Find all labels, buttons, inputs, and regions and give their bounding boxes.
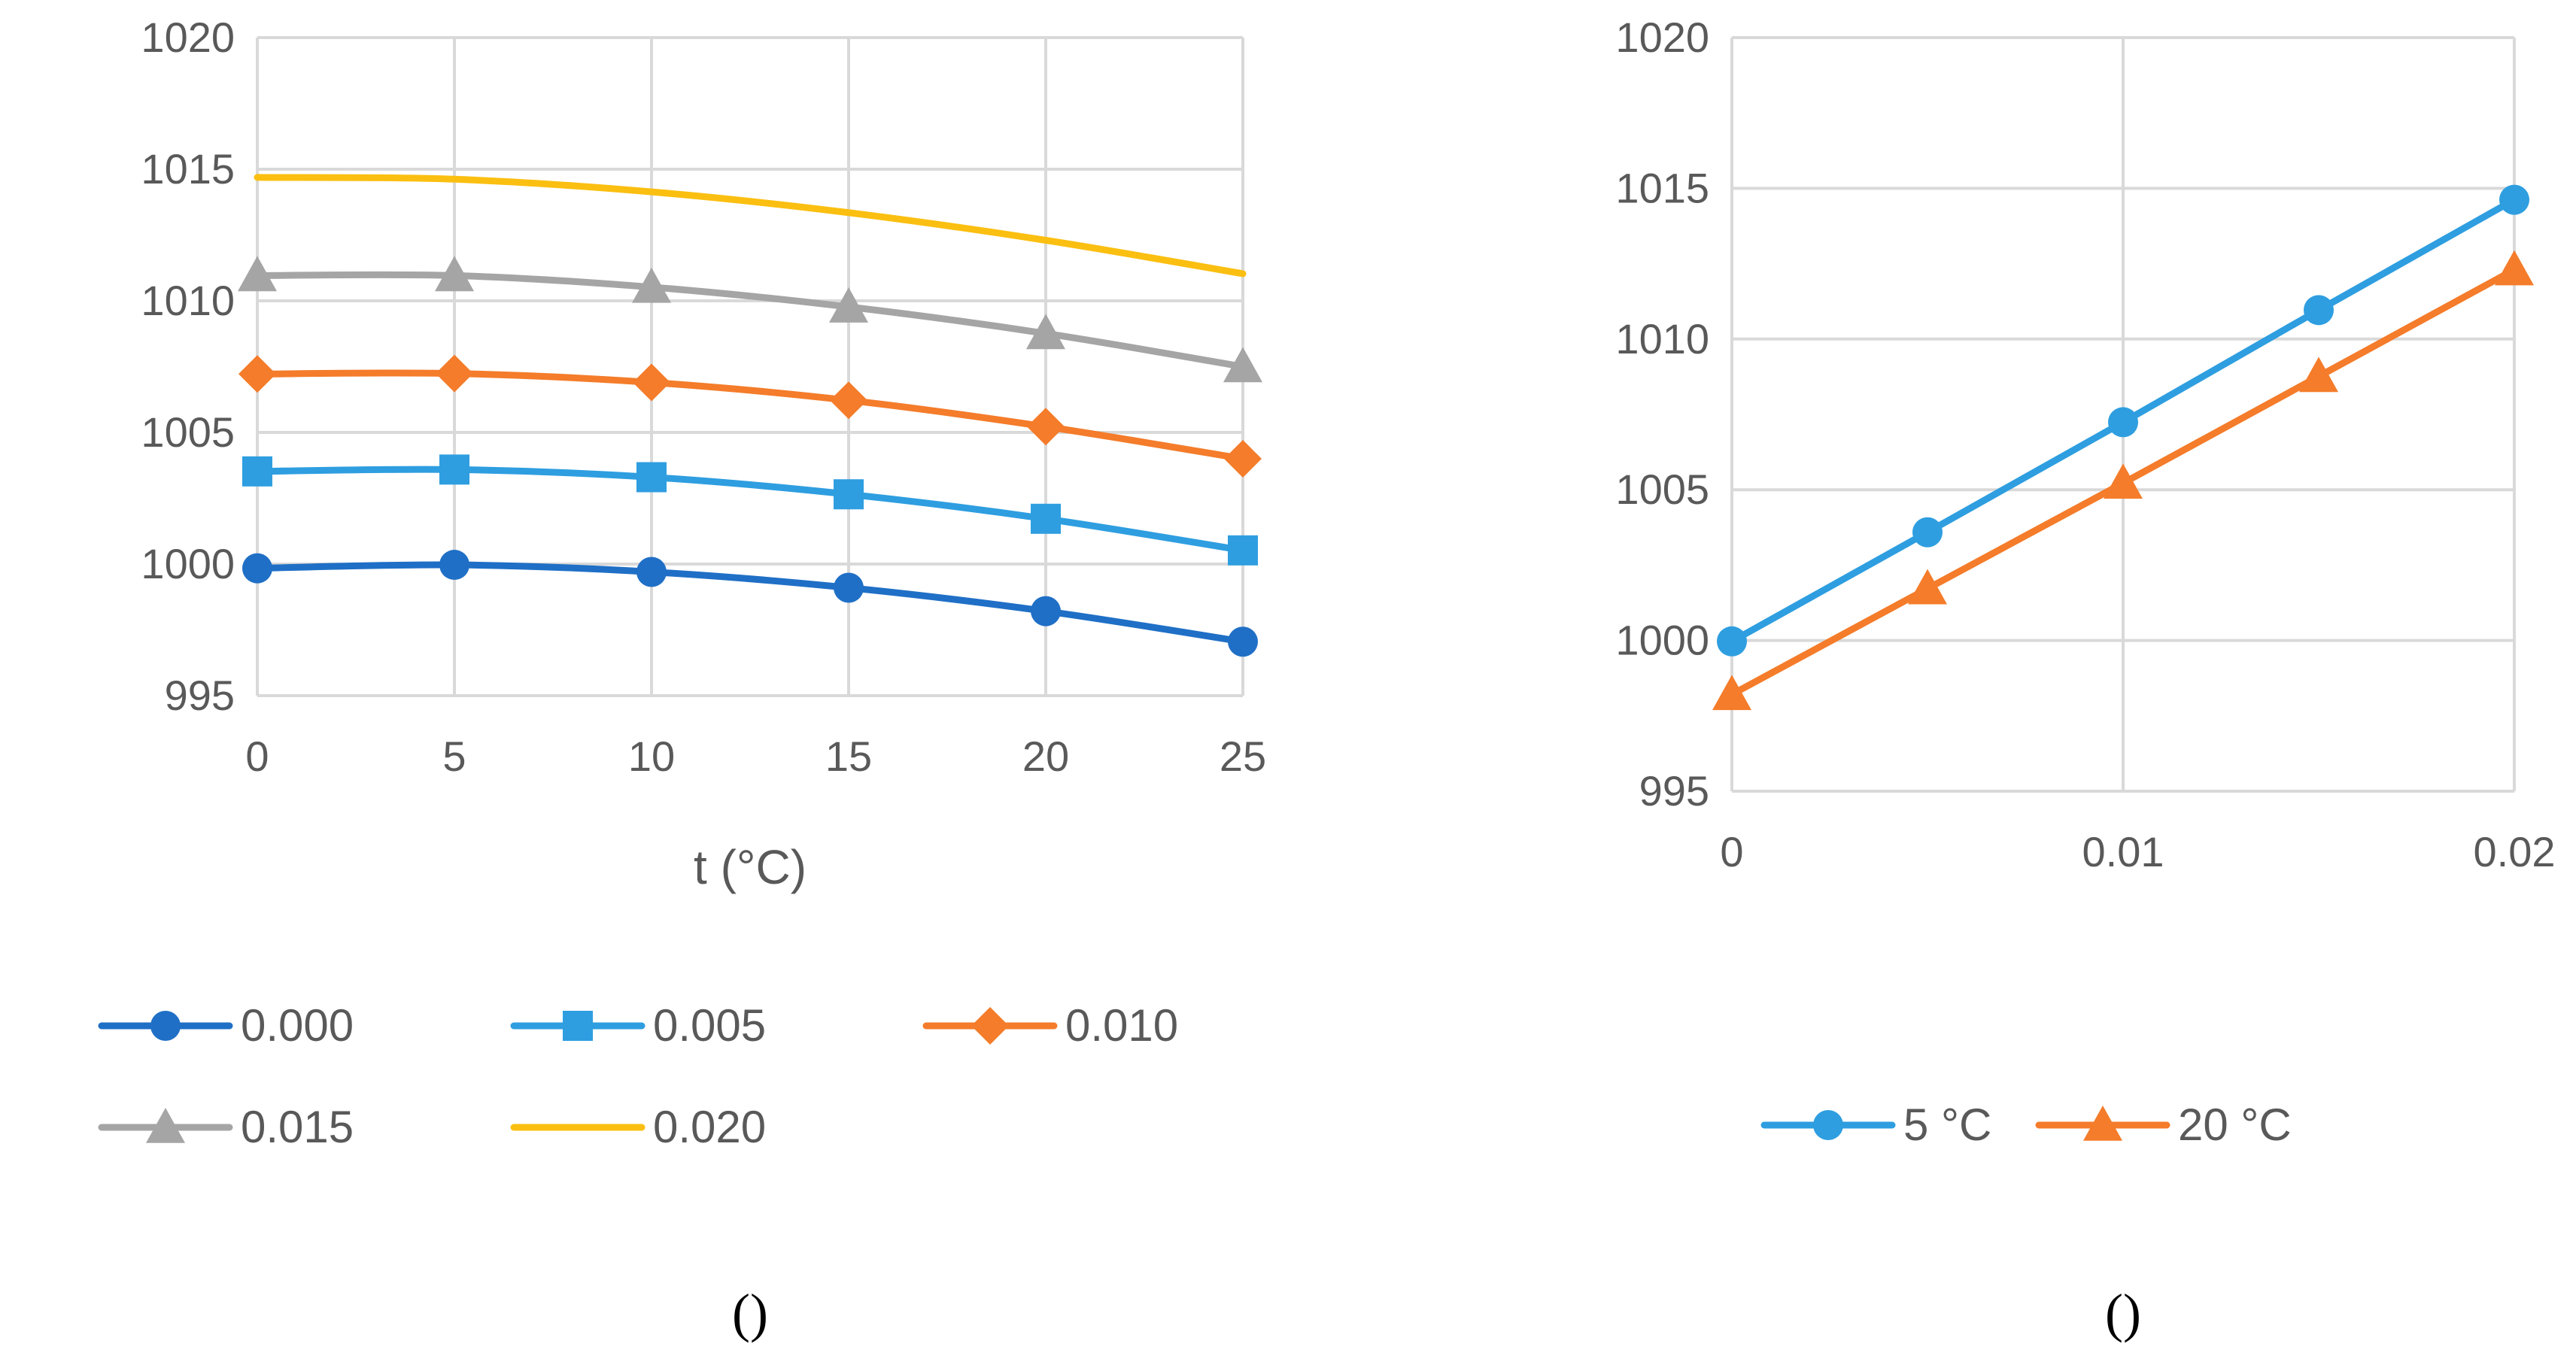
- data-point-0.010: [1224, 440, 1262, 478]
- y-tick-label: 1005: [1615, 466, 1709, 513]
- data-point-0.000: [636, 557, 667, 587]
- x-axis-title: t (°C): [694, 840, 807, 894]
- data-point-20 °C: [1908, 569, 1947, 605]
- chart-panel-b: 995 1000 1005 1010 1015 1020 0 0.01 0.02 5 °C 20 °…: [1615, 14, 2556, 1343]
- series-line-0.010: [254, 369, 1247, 463]
- legend-label-0.010: 0.010: [1065, 1000, 1178, 1051]
- legend-marker-0.000: [150, 1011, 181, 1041]
- legend-label-0.020: 0.020: [653, 1102, 766, 1152]
- data-point-0.015: [1223, 347, 1262, 383]
- data-point-20 °C: [2299, 356, 2338, 393]
- panel-caption-open: (: [732, 1283, 750, 1343]
- series-line-0.005: [254, 466, 1247, 554]
- data-point-0.005: [242, 456, 272, 487]
- y-tick-label: 995: [1639, 767, 1709, 814]
- panel-caption-close: ): [2123, 1283, 2141, 1343]
- data-point-0.015: [435, 256, 474, 292]
- y-tick-label: 995: [165, 672, 235, 719]
- data-point-0.015: [1026, 314, 1065, 350]
- panel-caption-open: (: [2105, 1283, 2123, 1343]
- panel-caption: (): [732, 1283, 768, 1343]
- data-point-0.005: [834, 479, 864, 510]
- data-point-20 °C: [2495, 250, 2534, 286]
- data-point-0.015: [829, 287, 868, 323]
- x-tick-label: 15: [825, 733, 872, 780]
- x-tick-label: 0.01: [2082, 828, 2164, 875]
- data-point-0.005: [1031, 503, 1061, 534]
- data-point-0.010: [633, 363, 670, 402]
- x-tick-label: 0: [1720, 828, 1743, 875]
- data-point-0.005: [636, 462, 667, 493]
- data-point-0.000: [834, 572, 864, 603]
- x-tick-label: 25: [1220, 733, 1266, 780]
- data-point-5 °C: [2304, 295, 2334, 326]
- x-tick-label: 10: [628, 733, 675, 780]
- data-point-20 °C: [2104, 463, 2143, 499]
- data-point-0.015: [632, 267, 671, 303]
- x-tick-label: 0: [245, 733, 269, 780]
- x-tick-label: 0.02: [2474, 828, 2556, 875]
- data-point-0.000: [439, 550, 469, 581]
- data-point-5 °C: [2499, 184, 2529, 215]
- data-point-0.005: [439, 454, 469, 485]
- y-tick-label: 1015: [141, 145, 235, 193]
- legend-label-0.015: 0.015: [241, 1102, 354, 1152]
- data-point-0.010: [436, 354, 473, 393]
- panel-caption-close: ): [750, 1283, 768, 1343]
- x-tick-label: 5: [442, 733, 466, 780]
- data-point-0.010: [238, 355, 276, 393]
- data-point-0.015: [238, 256, 277, 292]
- data-point-5 °C: [2108, 407, 2138, 438]
- y-tick-label: 1010: [1615, 315, 1709, 362]
- legend-marker-20 °C: [2083, 1106, 2122, 1141]
- series-line-0.000: [254, 561, 1247, 645]
- y-tick-label: 1005: [141, 408, 235, 456]
- data-point-0.010: [1027, 408, 1065, 446]
- legend-marker-5 °C: [1813, 1110, 1843, 1140]
- y-tick-label: 1000: [1615, 617, 1709, 664]
- legend-marker-0.010: [971, 1007, 1009, 1045]
- legend-label-20 °C: 20 °C: [2178, 1100, 2292, 1150]
- legend-label-5 °C: 5 °C: [1903, 1100, 1991, 1150]
- legend-marker-0.005: [563, 1011, 593, 1041]
- data-point-5 °C: [1912, 517, 1943, 548]
- data-point-0.000: [1228, 626, 1258, 657]
- series-line-0.015: [254, 271, 1247, 370]
- y-tick-label: 1000: [141, 540, 235, 587]
- y-tick-label: 1010: [141, 277, 235, 324]
- legend-marker-0.015: [146, 1108, 185, 1143]
- data-point-0.000: [1031, 596, 1061, 626]
- x-tick-label: 20: [1022, 733, 1069, 780]
- y-tick-label: 1020: [1615, 14, 1709, 61]
- data-point-20 °C: [1712, 675, 1751, 711]
- legend-label-0.005: 0.005: [653, 1000, 766, 1051]
- data-point-0.000: [242, 553, 272, 584]
- y-tick-label: 1015: [1615, 164, 1709, 211]
- panel-caption: (): [2105, 1283, 2141, 1343]
- data-point-0.005: [1228, 535, 1258, 566]
- legend-label-0.000: 0.000: [241, 1000, 354, 1051]
- data-point-5 °C: [1717, 626, 1747, 657]
- data-point-0.010: [830, 381, 867, 420]
- y-tick-label: 1020: [141, 14, 235, 61]
- series-line-0.020: [254, 174, 1247, 278]
